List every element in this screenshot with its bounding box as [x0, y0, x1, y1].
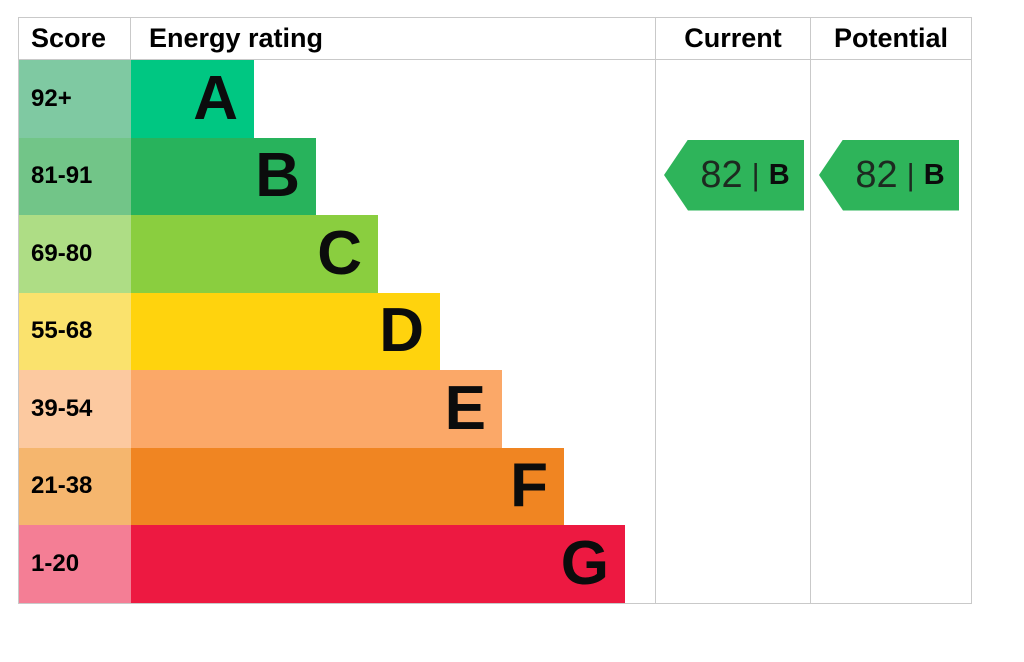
band-row: 92+ A: [19, 60, 655, 138]
rating-bar: D: [131, 292, 440, 370]
score-column-header: Score: [19, 18, 131, 59]
score-range-cell: 39-54: [19, 370, 131, 448]
badge-separator: |: [751, 157, 760, 192]
score-range-cell: 81-91: [19, 137, 131, 215]
current-badge: 82 | B: [664, 139, 804, 211]
badge-separator: |: [906, 157, 915, 192]
rating-bar: E: [131, 370, 502, 448]
band-row: 81-91 B: [19, 137, 655, 215]
potential-column-header: Potential: [811, 18, 971, 60]
rating-letter: B: [255, 141, 300, 211]
score-range-cell: 1-20: [19, 525, 131, 603]
score-range-cell: 92+: [19, 60, 131, 138]
rating-bar: A: [131, 60, 254, 138]
band-row: 1-20 G: [19, 525, 655, 603]
band-row: 69-80 C: [19, 215, 655, 293]
score-range-cell: 21-38: [19, 447, 131, 525]
current-rating-letter: B: [768, 158, 790, 191]
band-row: 21-38 F: [19, 447, 655, 525]
rating-letter: A: [193, 63, 238, 133]
score-range-cell: 55-68: [19, 292, 131, 370]
potential-score-value: 82: [855, 153, 898, 196]
current-score-value: 82: [700, 153, 743, 196]
bands-header-row: Score Energy rating: [19, 18, 655, 60]
potential-badge: 82 | B: [819, 139, 959, 211]
band-row: 39-54 E: [19, 370, 655, 448]
current-column-header: Current: [656, 18, 810, 60]
potential-rating-letter: B: [923, 158, 945, 191]
current-column: Current 82 | B: [655, 18, 810, 603]
rating-bar: G: [131, 525, 625, 603]
band-rows: 92+ A 81-91 B 69-80 C 55-68 D 39-54 E 21…: [19, 60, 655, 603]
rating-letter: D: [379, 296, 424, 366]
rating-letter: E: [444, 373, 486, 443]
rating-bar: F: [131, 447, 564, 525]
potential-column: Potential 82 | B: [810, 18, 971, 603]
score-range-cell: 69-80: [19, 215, 131, 293]
bands-column: Score Energy rating 92+ A 81-91 B 69-80 …: [19, 18, 655, 603]
rating-letter: C: [317, 218, 362, 288]
energy-rating-column-header: Energy rating: [149, 23, 324, 53]
rating-bar: C: [131, 215, 378, 293]
rating-bar: B: [131, 137, 316, 215]
rating-letter: F: [510, 451, 548, 521]
rating-letter: G: [560, 528, 609, 598]
band-row: 55-68 D: [19, 292, 655, 370]
epc-rating-chart: Score Energy rating 92+ A 81-91 B 69-80 …: [18, 17, 972, 604]
